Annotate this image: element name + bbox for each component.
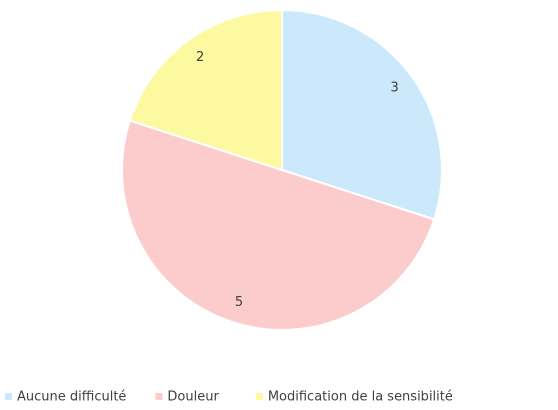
legend-label: Aucune difficulté	[17, 390, 126, 405]
data-label: 5	[235, 295, 243, 310]
pie-slice	[281, 8, 443, 221]
legend-label: Modification de la sensibilité	[268, 390, 453, 405]
legend-label: Douleur	[167, 390, 219, 405]
data-label: 3	[390, 81, 398, 96]
pie-slice	[128, 8, 283, 172]
legend-swatch	[5, 393, 12, 400]
pie-slice	[121, 119, 436, 331]
legend-swatch	[255, 393, 263, 400]
data-label: 2	[196, 50, 204, 65]
legend-swatch	[155, 393, 163, 400]
